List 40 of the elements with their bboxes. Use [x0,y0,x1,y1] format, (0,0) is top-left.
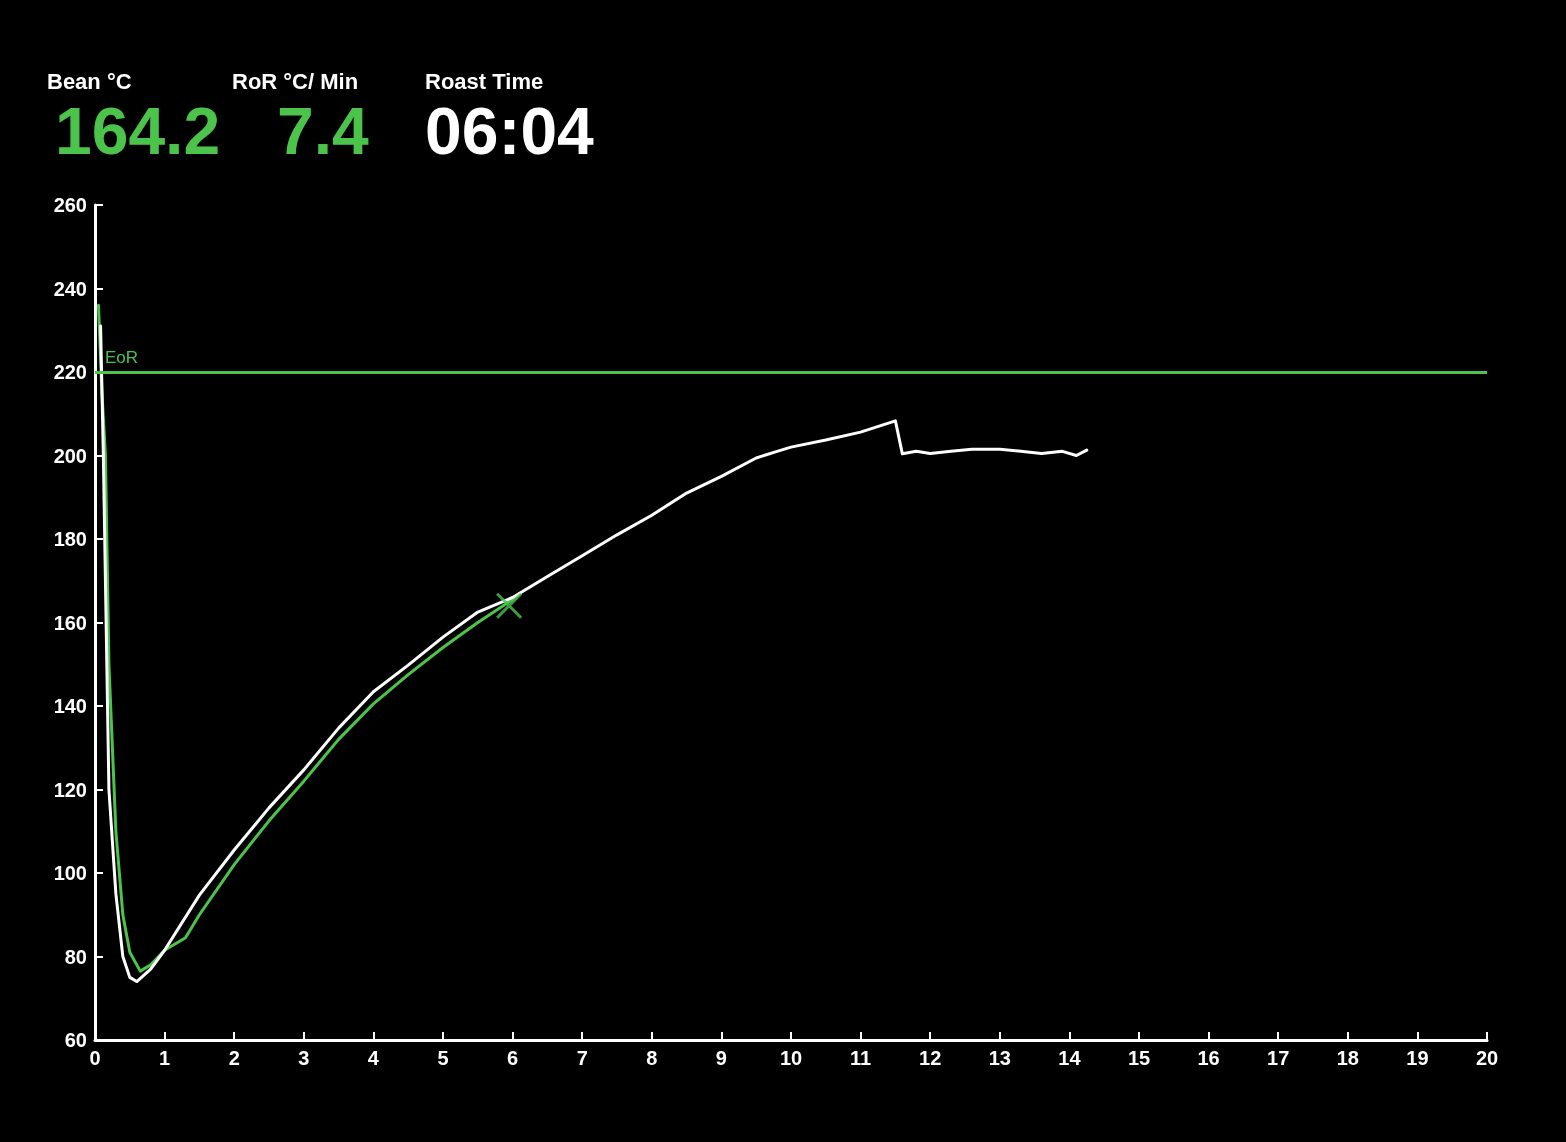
y-tick-label: 100 [53,862,87,884]
x-tick-label: 7 [576,1047,588,1069]
x-tick-label: 17 [1267,1047,1290,1069]
x-tick-label: 18 [1336,1047,1359,1069]
y-tick-label: 260 [53,194,87,216]
x-tick-label: 14 [1058,1047,1082,1069]
x-tick-label: 11 [850,1047,872,1069]
x-tick-label: 16 [1197,1047,1220,1069]
y-tick-label: 180 [53,528,87,550]
x-tick-label: 8 [646,1047,658,1069]
line-series [99,324,1089,984]
y-tick-label: 80 [64,945,87,968]
x-tick-label: 15 [1127,1047,1151,1069]
x-tick-label: 3 [298,1047,310,1069]
text: RoR °C/ Min [232,68,359,94]
x-tick-label: 9 [715,1047,727,1069]
x-tick-label: 19 [1406,1047,1429,1069]
y-tick-label: 240 [53,277,87,300]
text: Bean °C [47,68,132,94]
x-tick-label: 20 [1475,1047,1499,1069]
x-tick-label: 12 [919,1047,942,1069]
x-tick-label: 13 [988,1047,1011,1069]
text: 06:04 [425,94,595,168]
text: Roast Time [425,68,544,94]
y-tick-label: 200 [53,444,87,467]
y-tick-label: 120 [53,778,87,801]
x-tick-label: 5 [437,1047,449,1069]
ref-line-label: EoR [105,348,139,367]
y-tick-label: 220 [53,361,87,383]
y-tick-label: 140 [53,695,87,717]
x-tick-label: 4 [367,1047,380,1069]
x-tick-label: 1 [159,1047,171,1069]
text: 164.2 [55,94,221,168]
x-tick-label: 10 [779,1047,803,1069]
y-tick-label: 160 [53,611,87,634]
y-tick-label: 60 [64,1029,87,1051]
x-tick-label: 2 [228,1047,240,1069]
x-tick-label: 0 [89,1047,101,1069]
text: 7.4 [277,94,370,168]
x-tick-label: 6 [507,1047,519,1069]
